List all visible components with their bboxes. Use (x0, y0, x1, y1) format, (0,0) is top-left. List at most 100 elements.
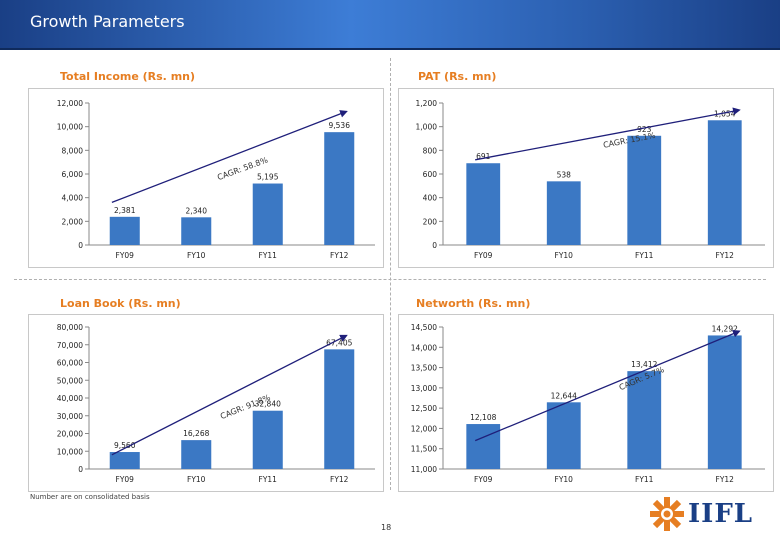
x-tick-label: FY09 (116, 475, 135, 484)
data-label: 67,405 (326, 338, 352, 347)
bar-fy12 (324, 349, 355, 469)
logo-text: IIFL (688, 499, 754, 529)
x-tick-label: FY09 (474, 475, 493, 484)
x-tick-label: FY09 (474, 251, 493, 260)
page-number: 18 (381, 523, 392, 532)
bar-fy09 (466, 163, 501, 245)
data-label: 12,108 (470, 413, 496, 422)
y-tick-label: 2,000 (62, 217, 84, 226)
data-label: 9,536 (329, 121, 351, 130)
bar-fy10 (546, 402, 581, 469)
data-label: 691 (476, 152, 491, 161)
y-tick-label: 1,000 (416, 123, 438, 132)
data-label: 2,340 (186, 206, 208, 215)
x-tick-label: FY12 (716, 251, 735, 260)
y-tick-label: 400 (423, 194, 438, 203)
y-tick-label: 0 (432, 241, 437, 250)
cagr-arrow (474, 330, 741, 442)
x-tick-label: FY11 (635, 251, 654, 260)
slide-header: Growth Parameters (0, 0, 780, 50)
x-tick-label: FY12 (330, 251, 349, 260)
data-label: 538 (557, 170, 572, 179)
loan-book-chart-title: Loan Book (Rs. mn) (60, 297, 181, 310)
y-tick-label: 80,000 (57, 323, 83, 332)
cagr-arrow (111, 334, 348, 456)
data-label: 13,412 (631, 360, 657, 369)
y-tick-label: 11,500 (411, 445, 437, 454)
y-tick-label: 11,000 (411, 465, 437, 474)
bar-fy11 (627, 371, 662, 469)
x-tick-label: FY10 (187, 475, 206, 484)
y-tick-label: 40,000 (57, 394, 83, 403)
data-label: 923 (637, 125, 652, 134)
y-tick-label: 13,000 (411, 384, 437, 393)
bar-fy12 (324, 132, 355, 245)
bar-fy10 (181, 440, 212, 469)
slide-title: Growth Parameters (30, 12, 185, 31)
y-tick-label: 800 (423, 146, 438, 155)
data-label: 12,644 (551, 391, 577, 400)
y-tick-label: 0 (78, 465, 83, 474)
y-tick-label: 60,000 (57, 359, 83, 368)
data-label: 14,292 (712, 324, 738, 333)
x-tick-label: FY12 (716, 475, 735, 484)
x-tick-label: FY10 (187, 251, 206, 260)
footnote: Number are on consolidated basis (30, 493, 150, 501)
y-tick-label: 1,200 (416, 99, 438, 108)
loan-book-chart: 0 10,000 20,000 30,000 40,000 50,000 60,000 70,… (28, 314, 384, 492)
bar-fy09 (109, 452, 140, 469)
y-tick-label: 0 (78, 241, 83, 250)
y-tick-label: 8,000 (62, 146, 84, 155)
bar-fy09 (109, 216, 140, 245)
bar-fy11 (252, 410, 283, 469)
y-tick-label: 12,000 (57, 99, 83, 108)
total-income-chart-title: Total Income (Rs. mn) (60, 70, 196, 83)
y-tick-label: 600 (423, 170, 438, 179)
x-tick-label: FY11 (259, 251, 278, 260)
data-label: 2,381 (114, 206, 136, 215)
y-tick-label: 13,500 (411, 364, 437, 373)
bar-fy09 (466, 424, 501, 469)
logo-star-icon (650, 497, 684, 531)
bar-fy11 (252, 183, 283, 245)
data-label: 16,268 (183, 429, 209, 438)
x-tick-label: FY10 (555, 251, 574, 260)
data-label: 5,195 (257, 173, 279, 182)
vertical-divider (390, 58, 391, 490)
y-tick-label: 4,000 (62, 194, 84, 203)
y-tick-label: 12,000 (411, 424, 437, 433)
y-tick-label: 12,500 (411, 404, 437, 413)
networth-chart-title: Networth (Rs. mn) (416, 297, 531, 310)
data-label: 9,560 (114, 441, 136, 450)
pat-chart-title: PAT (Rs. mn) (418, 70, 497, 83)
iifl-logo: IIFL (650, 495, 772, 535)
pat-chart-svg: 0 200 400 600 800 1,000 1,200 691 FY09 538 FY10 923… (416, 99, 765, 260)
y-tick-label: 70,000 (57, 341, 83, 350)
y-tick-label: 50,000 (57, 376, 83, 385)
networth-chart: 11,000 11,500 12,000 12,500 13,000 13,500 14,0… (398, 314, 774, 492)
y-tick-label: 14,000 (411, 343, 437, 352)
bar-fy11 (627, 135, 662, 245)
y-tick-label: 10,000 (57, 447, 83, 456)
x-tick-label: FY09 (116, 251, 135, 260)
bar-fy12 (707, 120, 742, 245)
bar-fy10 (546, 181, 581, 245)
cagr-arrow (111, 110, 348, 204)
data-label: 32,840 (255, 400, 281, 409)
loan-book-chart-svg: 0 10,000 20,000 30,000 40,000 50,000 60,000 70,… (57, 323, 375, 484)
y-tick-label: 10,000 (57, 123, 83, 132)
y-tick-label: 6,000 (62, 170, 84, 179)
x-tick-label: FY11 (259, 475, 278, 484)
y-tick-label: 20,000 (57, 430, 83, 439)
y-tick-label: 200 (423, 217, 438, 226)
pat-chart: 0 200 400 600 800 1,000 1,200 691 FY09 538 FY10 923… (398, 88, 774, 268)
y-tick-label: 14,500 (411, 323, 437, 332)
x-tick-label: FY10 (555, 475, 574, 484)
bar-fy12 (707, 335, 742, 469)
total-income-chart-svg: 0 2,000 4,000 6,000 8,000 10,000 12,000 2,381 FY… (57, 99, 375, 260)
y-tick-label: 30,000 (57, 412, 83, 421)
x-tick-label: FY12 (330, 475, 349, 484)
total-income-chart: 0 2,000 4,000 6,000 8,000 10,000 12,000 2,381 FY… (28, 88, 384, 268)
data-label: 1,054 (714, 109, 736, 118)
bar-fy10 (181, 217, 212, 245)
